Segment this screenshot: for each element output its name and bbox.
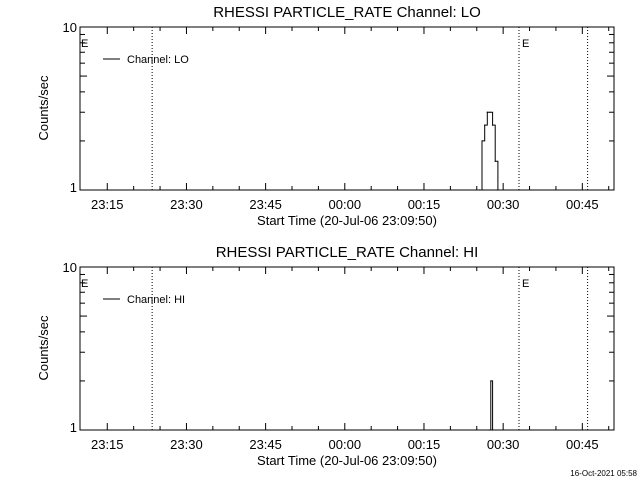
panel-lo-x-tick-label: 00:15 [408,197,441,212]
panel-hi-series-line [489,380,494,431]
panel-lo-x-tick-label: 23:45 [249,197,282,212]
panel-hi-x-tick-label: 00:30 [487,437,520,452]
panel-lo-data-point [486,111,488,113]
panel-hi-title: RHESSI PARTICLE_RATE Channel: HI [216,244,479,261]
panel-lo-y-axis-label: Counts/sec [36,75,51,141]
panel-hi-x-axis-label: Start Time (20-Jul-06 23:09:50) [257,453,437,468]
panel-lo-data-point [491,124,494,126]
panel-hi-markers: E [151,267,589,430]
panel-lo-y-tick-label-top: 10 [63,20,77,35]
panel-hi-y-axis-label: Counts/sec [36,315,51,381]
panel-hi-marker-label: E [522,278,529,290]
panel-hi-data-point [491,429,494,431]
panel-lo-series-line [479,111,499,191]
panel-lo-markers: E [151,27,589,190]
panel-lo-data-point [494,160,496,162]
panel-hi-series [488,380,494,431]
panel-lo-x-tick-label: 00:00 [329,197,362,212]
panel-hi-data-point [488,429,490,431]
panel-lo-x-tick-label: 23:30 [170,197,203,212]
panel-lo-y-tick-label-bottom: 1 [70,180,77,195]
panel-hi-plot-frame [79,266,615,431]
panel-hi-y-tick-label-top: 10 [63,260,77,275]
panel-hi: RHESSI PARTICLE_RATE Channel: HI Counts/… [36,244,615,468]
panel-lo-x-tick-label: 00:45 [566,197,599,212]
panel-lo: RHESSI PARTICLE_RATE Channel: LO Counts/… [36,4,615,228]
footer-timestamp: 16-Oct-2021 05:58 [570,469,637,478]
panel-hi-legend: Channel: HI [103,294,185,306]
panel-lo-data-point [484,124,486,126]
panel-hi-x-tick-label: 23:45 [249,437,282,452]
panel-hi-x-tick-label: 00:15 [408,437,441,452]
panel-lo-x-axis-label: Start Time (20-Jul-06 23:09:50) [257,213,437,228]
panel-lo-start-marker-label: E [81,38,88,50]
panel-hi-data-point [490,380,492,382]
panel-lo-legend-label: Channel: LO [127,54,189,66]
panel-hi-x-tick-label: 23:15 [91,437,124,452]
panel-hi-y-tick-label-bottom: 1 [70,420,77,435]
panel-lo-data-point [489,111,491,113]
panel-lo-legend: Channel: LO [103,54,189,66]
panel-lo-x-tick-label: 23:15 [91,197,124,212]
panel-lo-title: RHESSI PARTICLE_RATE Channel: LO [213,4,481,21]
panel-lo-data-point [478,189,481,191]
panel-lo-plot-frame [79,26,615,191]
panel-hi-ticks: 23:15 23:30 23:45 00:00 00:15 00:30 00:45 [80,267,614,452]
panel-hi-start-marker-label: E [81,278,88,290]
panel-hi-x-tick-label: 00:45 [566,437,599,452]
panel-lo-marker-label: E [522,38,529,50]
panel-lo-data-point [481,140,483,142]
panel-lo-series [478,111,499,191]
panel-lo-ticks: 23:15 23:30 23:45 00:00 00:15 00:30 00:45 [80,27,614,212]
panel-hi-x-tick-label: 23:30 [170,437,203,452]
panel-lo-data-point [497,189,499,191]
panel-hi-legend-label: Channel: HI [127,294,185,306]
panel-hi-x-tick-label: 00:00 [329,437,362,452]
panel-lo-x-tick-label: 00:30 [487,197,520,212]
